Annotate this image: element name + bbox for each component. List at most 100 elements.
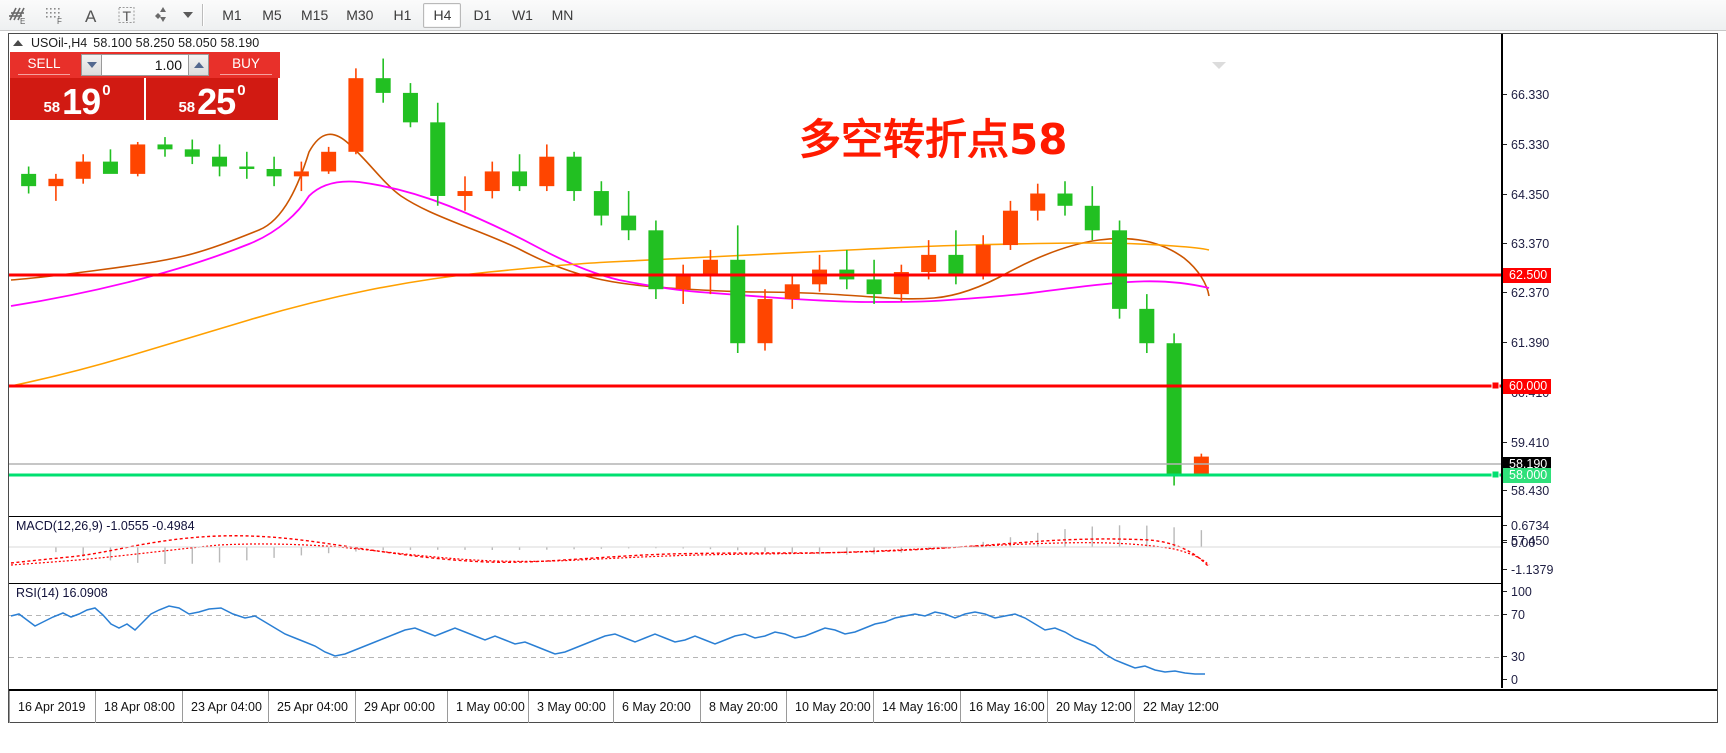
buy-pips: 25 (197, 81, 236, 122)
spin-up-icon (193, 62, 204, 68)
svg-text:T: T (123, 8, 132, 24)
candle-body (102, 161, 118, 174)
timeframe-m15[interactable]: M15 (301, 7, 329, 23)
time-label: 14 May 16:00 (873, 691, 958, 723)
volume-stepper[interactable]: 1.00 (78, 52, 212, 78)
sell-price-display[interactable]: 58 19 0 (10, 78, 144, 120)
timeframe-m1[interactable]: M1 (222, 7, 242, 23)
candle-body (893, 272, 909, 295)
macd-tick: 0.6734 (1503, 519, 1549, 533)
svg-text:A: A (85, 7, 97, 25)
price-scale[interactable]: 66.330 65.330 64.350 63.370 62.370 61.39… (1503, 34, 1719, 548)
candle-body (975, 245, 991, 275)
price-tick: 63.370 (1503, 237, 1549, 251)
rsi-plot (9, 605, 1501, 675)
candle-body (430, 122, 446, 196)
candle-body (866, 279, 882, 295)
timeframe-w1[interactable]: W1 (511, 7, 533, 23)
timeframe-h1[interactable]: H1 (393, 7, 412, 23)
ma-orange-line (10, 242, 1210, 387)
candle-body (402, 92, 418, 123)
time-label: 8 May 20:00 (700, 691, 778, 723)
volume-increment-button[interactable] (188, 54, 209, 76)
macd-pane[interactable]: MACD(12,26,9) -1.0555 -0.4984 (9, 516, 1501, 582)
chart-annotation-text[interactable]: 多空转折点58 (799, 115, 1068, 164)
sell-pips: 19 (62, 81, 101, 122)
macd-tick: 0.00 (1503, 536, 1535, 550)
time-axis: 16 Apr 2019 18 Apr 08:00 23 Apr 04:00 25… (8, 689, 1717, 723)
rsi-tick: 30 (1503, 650, 1525, 664)
target-level-tag[interactable]: 58.000 (1503, 468, 1552, 483)
candle-body (1002, 210, 1018, 246)
rsi-tick: 70 (1503, 608, 1525, 622)
collapse-icon[interactable] (13, 39, 23, 46)
text-icon[interactable]: A (74, 2, 108, 29)
candle-body (293, 171, 309, 177)
chart-window: USOil-,H4 58.100 58.250 58.050 58.190 (8, 33, 1718, 723)
scale-divider (1501, 34, 1503, 688)
buy-price-display[interactable]: 58 25 0 (144, 78, 278, 120)
rsi-tick: 0 (1503, 673, 1518, 687)
candle-body (321, 151, 337, 172)
volume-decrement-button[interactable] (81, 54, 102, 76)
grid-icon[interactable]: F (38, 2, 72, 29)
timeframe-h4[interactable]: H4 (423, 2, 462, 28)
candle-body (1084, 205, 1100, 231)
resistance-level-tag[interactable]: 62.500 (1503, 268, 1552, 283)
volume-input[interactable]: 1.00 (102, 54, 188, 76)
time-label: 20 May 12:00 (1047, 691, 1132, 723)
candle-body (1112, 230, 1128, 309)
sell-big-figure: 58 (43, 99, 61, 116)
price-tick: 64.350 (1503, 188, 1549, 202)
timeframe-m30[interactable]: M30 (346, 7, 374, 23)
rsi-pane[interactable]: RSI(14) 16.0908 (9, 583, 1501, 688)
price-tick: 66.330 (1503, 88, 1549, 102)
buy-button[interactable]: BUY (212, 52, 280, 78)
time-label: 3 May 00:00 (528, 691, 606, 723)
candle-body (566, 156, 582, 192)
buy-big-figure: 58 (178, 99, 196, 116)
price-tick: 61.390 (1503, 336, 1549, 350)
rsi-tick: 100 (1503, 585, 1532, 599)
timeframe-m5[interactable]: M5 (262, 7, 282, 23)
rsi-label: RSI(14) 16.0908 (14, 586, 110, 600)
svg-text:E: E (20, 17, 25, 25)
time-label: 10 May 20:00 (786, 691, 871, 723)
spin-down-icon (86, 62, 97, 68)
chart-scroll-caret-icon (1212, 62, 1226, 69)
sell-fraction: 0 (102, 82, 111, 99)
time-label: 23 Apr 04:00 (182, 691, 262, 723)
symbol-bar: USOil-,H4 58.100 58.250 58.050 58.190 (9, 34, 1717, 51)
svg-text:F: F (57, 17, 62, 25)
candle-body (1166, 343, 1182, 476)
support-level-tag[interactable]: 60.000 (1503, 379, 1552, 394)
text-label-icon[interactable]: T (110, 2, 144, 29)
candle-body (675, 274, 691, 290)
sell-button[interactable]: SELL (10, 52, 78, 78)
macd-signal-line (10, 542, 1210, 566)
candle-body (457, 191, 473, 196)
candle-body (539, 156, 555, 187)
macd-main-line (10, 535, 1210, 568)
candle-body (184, 149, 200, 157)
time-label: 6 May 20:00 (613, 691, 691, 723)
candle-body (21, 173, 37, 187)
time-label: 25 Apr 04:00 (268, 691, 348, 723)
candle-body (130, 144, 146, 174)
timeframe-mn[interactable]: MN (551, 7, 574, 23)
candle-body (1193, 456, 1209, 476)
candle-body (593, 191, 609, 216)
symbol-ohlc: 58.100 58.250 58.050 58.190 (93, 35, 260, 50)
objects-dropdown-caret-icon[interactable] (180, 2, 196, 29)
one-click-trading-panel[interactable]: SELL 1.00 BUY 58 19 0 (10, 52, 280, 120)
toolbar-separator (202, 4, 204, 26)
indicators-icon[interactable]: E (2, 2, 36, 29)
candle-body (784, 284, 800, 300)
macd-scale: 0.6734 0.00 -1.1379 (1503, 516, 1719, 582)
macd-histogram (55, 525, 1203, 564)
timeframe-d1[interactable]: D1 (473, 7, 492, 23)
objects-icon[interactable] (146, 2, 180, 29)
candle-body (375, 78, 391, 93)
macd-plot (9, 525, 1501, 568)
